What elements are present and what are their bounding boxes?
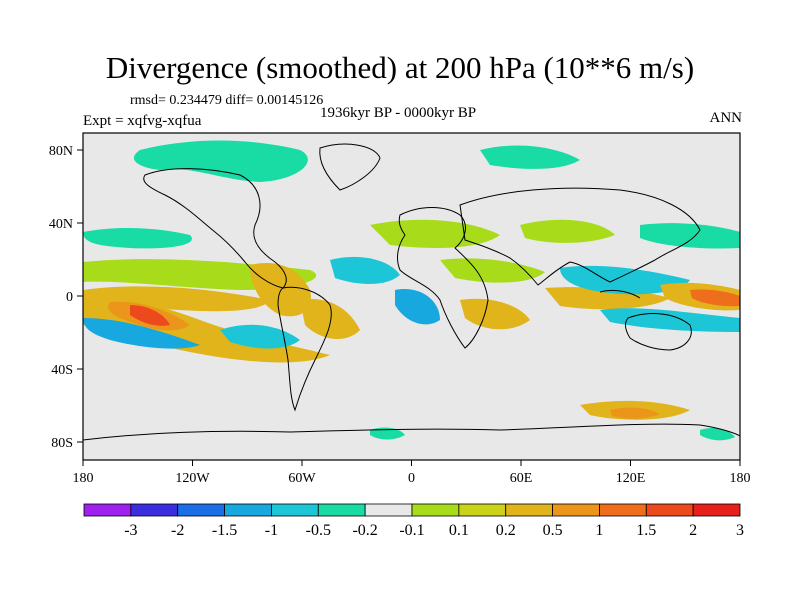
x-tick-label: 120E xyxy=(616,471,646,486)
coast-asia xyxy=(459,187,701,286)
colorbar-swatch xyxy=(505,503,553,517)
x-tick-label: 120W xyxy=(175,471,210,486)
colorbar-swatch xyxy=(645,503,694,517)
colorbar-swatch xyxy=(317,503,366,517)
coast-australia xyxy=(625,313,692,351)
colorbar-label: -0.1 xyxy=(399,522,424,539)
colorbar-label: -0.5 xyxy=(306,522,331,539)
colorbar-swatch xyxy=(130,503,179,517)
x-tick-labels: 180 120W 60W 0 60E 120E 180 xyxy=(73,471,751,486)
antarctic-blob xyxy=(370,427,405,440)
rmsd-stats: rmsd= 0.234479 diff= 0.00145126 xyxy=(130,93,324,108)
colorbar-label: 0.1 xyxy=(449,522,469,539)
season-label: ANN xyxy=(709,110,743,126)
coast-north-america xyxy=(143,168,287,289)
x-tick-label: 60E xyxy=(510,471,533,486)
africa-blue xyxy=(395,289,440,325)
coastlines xyxy=(83,143,740,441)
experiment-label: Expt = xqfvg-xqfua xyxy=(83,113,202,129)
colorbar-swatch xyxy=(224,503,272,517)
x-tick-label: 180 xyxy=(730,471,751,486)
colorbar-swatch xyxy=(177,503,225,517)
y-tick-label: 80N xyxy=(49,144,73,159)
colorbar-label: 3 xyxy=(736,522,744,539)
north-pacific-east-blob xyxy=(640,223,740,249)
colorbar-label: 0.2 xyxy=(496,522,516,539)
maritime-cyan xyxy=(560,265,690,295)
south-america-yellow xyxy=(250,262,311,317)
coast-indonesia xyxy=(599,289,641,299)
plot-title: Divergence (smoothed) at 200 hPa (10**6 … xyxy=(105,50,695,85)
y-tick-label: 40N xyxy=(49,217,73,232)
colorbar-label: 1.5 xyxy=(636,522,656,539)
arctic-blob xyxy=(133,140,308,182)
colorbar-label: 0.5 xyxy=(543,522,563,539)
south-america-south xyxy=(300,299,360,340)
coast-antarctica xyxy=(83,423,740,441)
colorbar-label: -1 xyxy=(265,522,278,539)
coast-greenland xyxy=(319,143,381,191)
north-pacific-blob xyxy=(83,228,192,249)
colorbar-swatch xyxy=(271,503,319,517)
colorbar-swatch xyxy=(458,503,507,517)
period-label: 1936kyr BP - 0000kyr BP xyxy=(320,105,477,121)
colorbar-swatch xyxy=(364,503,413,517)
coast-south-america xyxy=(277,286,332,412)
colorbar-swatch xyxy=(83,503,132,517)
colorbar-label: -0.2 xyxy=(352,522,377,539)
y-tick-label: 0 xyxy=(66,290,73,305)
colorbar-label: -1.5 xyxy=(212,522,237,539)
coast-europe-africa xyxy=(397,207,489,349)
arctic-blob-east xyxy=(480,145,580,169)
east-pacific-cyan xyxy=(220,324,300,349)
warm-pool-orange xyxy=(690,289,740,307)
equatorial-blue-band xyxy=(83,318,200,349)
colorbar-swatch xyxy=(692,503,741,517)
colorbar: -3 -2 -1.5 -1 -0.5 -0.2 -0.1 0.1 0.2 0.5 1 1.5 2 3 xyxy=(83,503,744,539)
colorbar-label: 2 xyxy=(689,522,697,539)
x-tick-label: 60W xyxy=(288,471,316,486)
y-tick-label: 40S xyxy=(51,363,73,378)
y-tick-labels: 80N 40N 0 40S 80S xyxy=(49,144,73,451)
south-pacific-cyan xyxy=(600,308,740,332)
y-tick-label: 80S xyxy=(51,436,73,451)
pacific-core xyxy=(130,305,170,326)
africa-yellow xyxy=(460,298,530,330)
x-tick-label: 0 xyxy=(408,471,415,486)
atlantic-cyan xyxy=(330,256,400,284)
colorbar-label: -3 xyxy=(124,522,137,539)
asia-blob xyxy=(520,219,615,243)
x-tick-label: 180 xyxy=(73,471,94,486)
colorbar-label: 1 xyxy=(595,522,603,539)
colorbar-swatch xyxy=(411,503,460,517)
colorbar-label: -2 xyxy=(171,522,184,539)
southern-ocean-orange xyxy=(610,407,660,419)
colorbar-swatch xyxy=(552,503,600,517)
ticks xyxy=(77,149,741,466)
colorbar-swatch xyxy=(599,503,647,517)
